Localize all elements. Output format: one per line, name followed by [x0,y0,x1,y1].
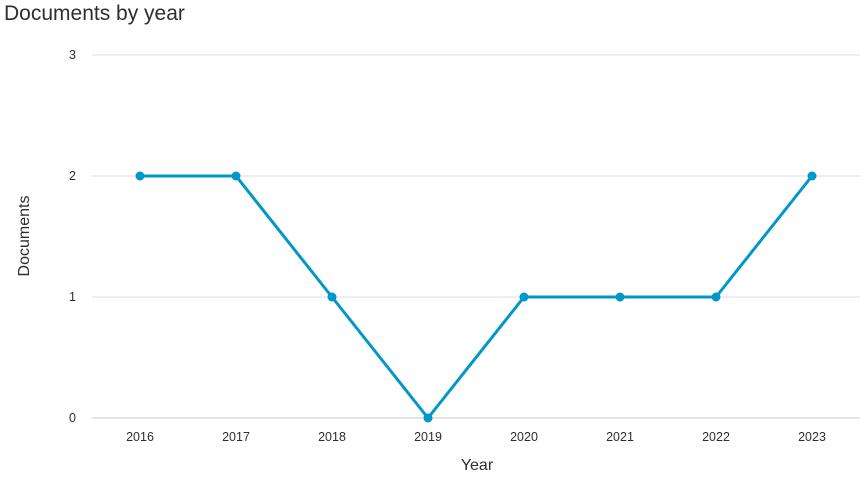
data-point[interactable] [519,292,529,302]
y-axis-ticks: 0 1 2 3 [69,48,76,425]
x-axis-ticks: 2016 2017 2018 2019 2020 2021 2022 2023 [126,430,826,444]
x-tick-label: 2016 [126,430,154,444]
data-point[interactable] [423,413,433,423]
y-tick-label: 3 [69,48,76,62]
y-tick-label: 2 [69,169,76,183]
x-tick-label: 2022 [702,430,730,444]
x-tick-label: 2020 [510,430,538,444]
series [135,171,817,423]
data-point[interactable] [615,292,625,302]
y-tick-label: 0 [69,411,76,425]
data-point[interactable] [231,171,241,181]
x-tick-label: 2019 [414,430,442,444]
y-tick-label: 1 [69,290,76,304]
x-axis-label: Year [461,457,494,474]
data-point[interactable] [327,292,337,302]
data-point[interactable] [711,292,721,302]
x-tick-label: 2018 [318,430,346,444]
x-tick-label: 2017 [222,430,250,444]
data-point[interactable] [135,171,145,181]
data-point[interactable] [807,171,817,181]
x-tick-label: 2021 [606,430,634,444]
x-tick-label: 2023 [798,430,826,444]
series-line [138,174,814,420]
gridlines [92,54,860,419]
y-axis-label: Documents [16,196,33,277]
chart-title: Documents by year [4,2,185,25]
